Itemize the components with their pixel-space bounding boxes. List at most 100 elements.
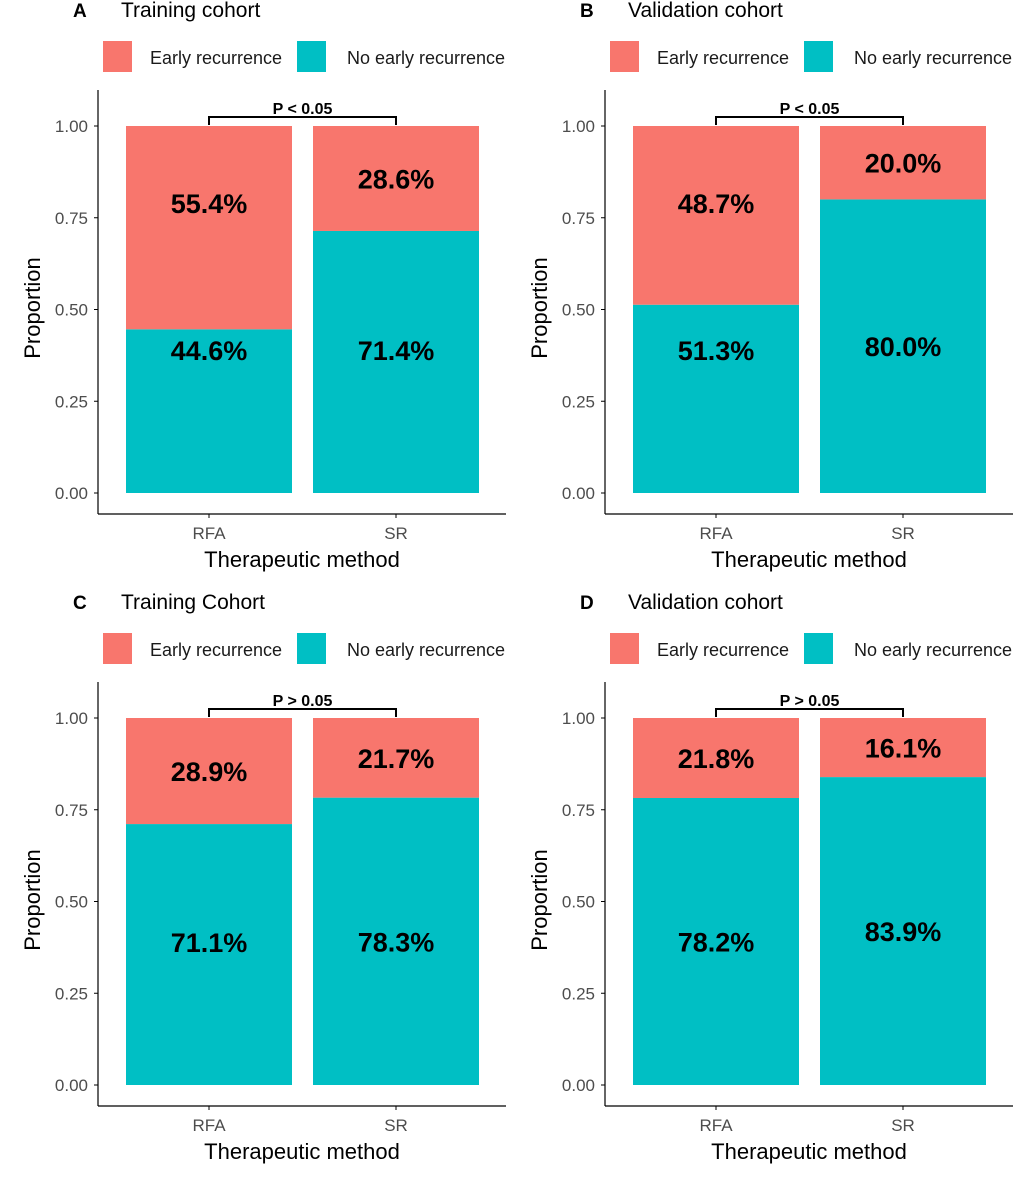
x-axis-title: Therapeutic method [204,547,400,572]
y-tick-label: 0.50 [562,893,595,912]
bar-early-rfa [633,718,799,799]
data-label-no-early-rfa: 51.3% [678,336,755,366]
bar-early-rfa [633,126,799,305]
data-label-no-early-sr: 71.4% [358,336,435,366]
data-label-no-early-rfa: 78.2% [678,928,755,958]
x-tick-label-sr: SR [891,524,915,543]
y-tick-label: 1.00 [562,709,595,728]
panel-title: Training Cohort [121,591,265,614]
legend-label-no-early: No early recurrence [854,48,1012,68]
x-tick-label-sr: SR [891,1116,915,1135]
bar-early-rfa [126,718,292,825]
legend-label-early: Early recurrence [150,640,282,660]
data-label-early-sr: 21.7% [358,744,435,774]
y-tick-label: 1.00 [55,117,88,136]
bar-no-early-sr [313,797,479,1085]
legend-label-no-early: No early recurrence [347,640,505,660]
y-axis-title: Proportion [20,849,45,951]
bar-early-sr [313,126,479,231]
x-tick-label-sr: SR [384,1116,408,1135]
y-tick-label: 0.50 [55,893,88,912]
legend-swatch-early [610,41,639,72]
bar-early-sr [820,718,986,778]
y-tick-label: 0.25 [562,984,595,1003]
panel-letter: C [73,593,87,614]
y-tick-label: 0.50 [55,301,88,320]
x-axis-title: Therapeutic method [711,1139,907,1164]
legend-label-no-early: No early recurrence [347,48,505,68]
significance-bracket [208,116,397,125]
bar-no-early-rfa [126,824,292,1085]
panel-title: Validation cohort [628,0,783,22]
legend-label-early: Early recurrence [150,48,282,68]
y-axis-title: Proportion [20,257,45,359]
y-axis-title: Proportion [527,849,552,951]
y-tick-label: 0.00 [55,1076,88,1095]
bar-early-sr [820,126,986,200]
y-tick-label: 0.75 [562,801,595,820]
panel-letter: B [580,1,594,22]
panel-letter: D [580,593,594,614]
panel-a: A Training cohort Early recurrence No early… [20,0,506,572]
legend-swatch-no-early [804,41,833,72]
y-tick-label: 0.25 [562,392,595,411]
y-tick-label: 0.75 [562,209,595,228]
data-label-early-rfa: 48.7% [678,189,755,219]
y-tick-label: 0.00 [562,1076,595,1095]
legend-label-no-early: No early recurrence [854,640,1012,660]
panel-letter: A [73,1,87,22]
y-tick-label: 0.00 [55,484,88,503]
x-axis-title: Therapeutic method [711,547,907,572]
bar-no-early-sr [820,777,986,1085]
significance-bracket [715,708,904,717]
legend-label-early: Early recurrence [657,640,789,660]
data-label-early-rfa: 55.4% [171,189,248,219]
significance-bracket [715,116,904,125]
y-tick-label: 1.00 [55,709,88,728]
x-tick-label-rfa: RFA [699,524,733,543]
data-label-early-rfa: 28.9% [171,757,248,787]
p-value-label: P > 0.05 [780,693,840,710]
panel-b: B Validation cohort Early recurrence No ear… [527,0,1013,572]
panel-title: Validation cohort [628,591,783,614]
legend-swatch-early [103,633,132,664]
p-value-label: P < 0.05 [273,101,333,118]
panel-title: Training cohort [121,0,260,22]
p-value-label: P < 0.05 [780,101,840,118]
data-label-no-early-sr: 78.3% [358,927,435,957]
data-label-no-early-rfa: 44.6% [171,336,248,366]
data-label-no-early-rfa: 71.1% [171,928,248,958]
legend-swatch-early [610,633,639,664]
bar-early-rfa [126,126,292,330]
x-tick-label-rfa: RFA [192,524,226,543]
legend-swatch-no-early [297,41,326,72]
bar-no-early-rfa [633,304,799,493]
data-label-no-early-sr: 83.9% [865,917,942,947]
y-tick-label: 1.00 [562,117,595,136]
x-axis-title: Therapeutic method [204,1139,400,1164]
y-tick-label: 0.75 [55,801,88,820]
x-tick-label-rfa: RFA [699,1116,733,1135]
legend-label-early: Early recurrence [657,48,789,68]
bar-no-early-sr [820,199,986,493]
significance-bracket [208,708,397,717]
panel-c: C Training Cohort Early recurrence No early… [20,591,506,1164]
legend-swatch-early [103,41,132,72]
legend-swatch-no-early [804,633,833,664]
y-tick-label: 0.25 [55,392,88,411]
y-tick-label: 0.75 [55,209,88,228]
data-label-early-sr: 16.1% [865,734,942,764]
bar-no-early-sr [313,230,479,493]
legend-swatch-no-early [297,633,326,664]
p-value-label: P > 0.05 [273,693,333,710]
data-label-early-sr: 28.6% [358,164,435,194]
bar-no-early-rfa [126,329,292,493]
panel-d: D Validation cohort Early recurrence No ear… [527,591,1013,1164]
data-label-no-early-sr: 80.0% [865,332,942,362]
bar-no-early-rfa [633,798,799,1085]
y-tick-label: 0.25 [55,984,88,1003]
y-tick-label: 0.00 [562,484,595,503]
y-tick-label: 0.50 [562,301,595,320]
